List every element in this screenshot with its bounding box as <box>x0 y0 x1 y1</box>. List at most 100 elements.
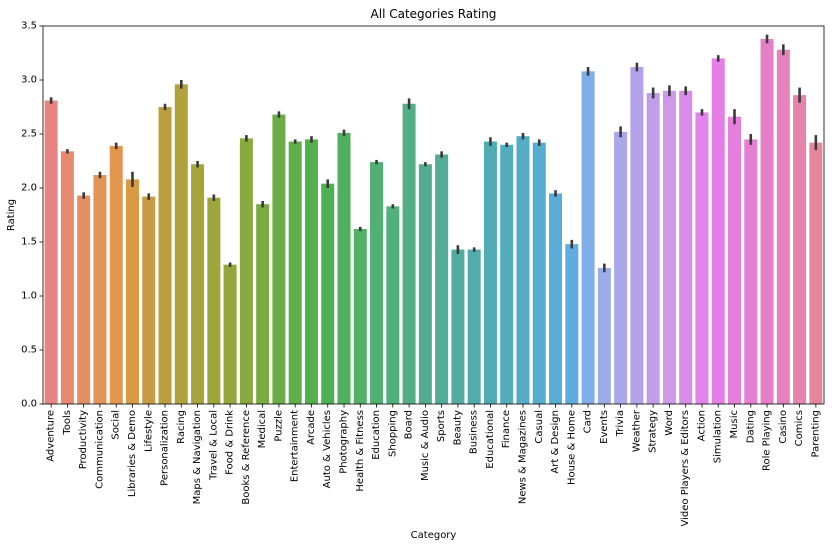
x-tick-label: Word <box>664 410 675 436</box>
bar <box>256 204 270 404</box>
x-tick-label: News & Magazines <box>517 410 528 504</box>
x-tick-label: Puzzle <box>273 410 284 442</box>
bar <box>483 141 497 404</box>
x-tick-label: Weather <box>631 409 642 452</box>
chart-title: All Categories Rating <box>371 7 497 21</box>
x-tick-label: Lifestyle <box>143 410 154 452</box>
bar <box>793 95 807 405</box>
bar <box>662 90 676 405</box>
bar <box>207 197 221 404</box>
bar <box>109 145 123 404</box>
x-tick-label: Parenting <box>810 410 821 457</box>
bar <box>191 164 205 404</box>
y-tick-label: 3.5 <box>21 21 37 32</box>
x-tick-label: Music <box>729 410 740 438</box>
bar <box>418 164 432 404</box>
x-tick-label: Board <box>404 410 415 439</box>
x-tick-label: Productivity <box>78 410 89 469</box>
bar <box>386 206 400 404</box>
bar <box>337 132 351 405</box>
x-tick-label: Personalization <box>160 410 171 486</box>
bar <box>646 92 660 405</box>
x-tick-label: House & Home <box>566 410 577 485</box>
y-axis: 0.0 0.5 1.0 1.5 2.0 2.5 3.0 3.5 <box>21 21 43 410</box>
bar <box>711 58 725 405</box>
error-bars-group <box>49 34 818 273</box>
bar <box>549 193 563 404</box>
x-tick-label: Education <box>371 410 382 460</box>
bar <box>321 183 335 404</box>
x-tick-label: Libraries & Demo <box>127 410 138 497</box>
x-tick-label: Card <box>583 410 594 433</box>
x-tick-label: Communication <box>94 410 105 489</box>
bar <box>44 100 58 405</box>
x-tick-label: Business <box>469 410 480 454</box>
bars-group <box>44 38 823 405</box>
x-tick-label: Action <box>696 410 707 441</box>
bar <box>500 144 514 405</box>
bar <box>370 162 384 404</box>
bar <box>760 38 774 405</box>
bar <box>516 136 530 404</box>
x-tick-label: Casino <box>778 410 789 444</box>
bar <box>597 267 611 404</box>
y-tick-label: 2.5 <box>21 129 37 140</box>
x-axis-title: Category <box>411 530 457 541</box>
bar <box>272 114 286 404</box>
bar <box>158 107 172 404</box>
bar <box>744 139 758 404</box>
bar <box>695 112 709 405</box>
x-axis: Adventure Tools Productivity Communication S… <box>46 404 821 526</box>
x-tick-label: Beauty <box>452 410 463 445</box>
x-tick-label: Music & Audio <box>420 410 431 481</box>
bar <box>304 139 318 404</box>
x-tick-label: Dating <box>745 410 756 443</box>
x-tick-label: Travel & Local <box>208 410 219 481</box>
bar <box>239 138 253 404</box>
bar <box>288 141 302 404</box>
y-tick-label: 3.0 <box>21 75 37 86</box>
x-tick-label: Sports <box>436 410 447 442</box>
bar <box>223 264 237 404</box>
bar <box>402 103 416 404</box>
x-tick-label: Shopping <box>387 410 398 457</box>
y-tick-label: 1.5 <box>21 237 37 248</box>
bar <box>93 175 107 404</box>
y-axis-title: Rating <box>6 199 17 231</box>
x-tick-label: Events <box>599 410 610 444</box>
x-tick-label: Casual <box>534 410 545 444</box>
x-tick-label: Tools <box>62 410 73 436</box>
bar <box>60 151 74 404</box>
x-tick-label: Entertainment <box>290 410 301 482</box>
x-tick-label: Trivia <box>615 410 626 437</box>
bar <box>776 49 790 404</box>
x-tick-label: Finance <box>501 410 512 448</box>
y-tick-label: 0.0 <box>21 399 37 410</box>
y-tick-label: 2.0 <box>21 183 37 194</box>
x-tick-label: Strategy <box>648 410 659 453</box>
bar <box>565 244 579 404</box>
bar <box>630 67 644 404</box>
bar <box>353 229 367 404</box>
y-tick-label: 1.0 <box>21 291 37 302</box>
bar <box>435 154 449 404</box>
x-tick-label: Racing <box>176 410 187 444</box>
x-tick-label: Food & Drink <box>225 410 236 475</box>
bar <box>728 116 742 404</box>
x-tick-label: Photography <box>339 410 350 474</box>
bar <box>679 90 693 405</box>
x-tick-label: Books & Reference <box>241 410 252 505</box>
x-tick-label: Arcade <box>306 410 317 445</box>
bar <box>467 249 481 404</box>
bar <box>581 71 595 405</box>
bar <box>451 249 465 404</box>
x-tick-label: Health & Fitness <box>355 410 366 492</box>
y-tick-label: 0.5 <box>21 345 37 356</box>
x-tick-label: Auto & Vehicles <box>322 410 333 488</box>
x-tick-label: Role Playing <box>762 410 773 471</box>
x-tick-label: Maps & Navigation <box>192 410 203 504</box>
x-tick-label: Simulation <box>713 410 724 463</box>
x-tick-label: Medical <box>257 410 268 448</box>
bar <box>174 84 188 404</box>
